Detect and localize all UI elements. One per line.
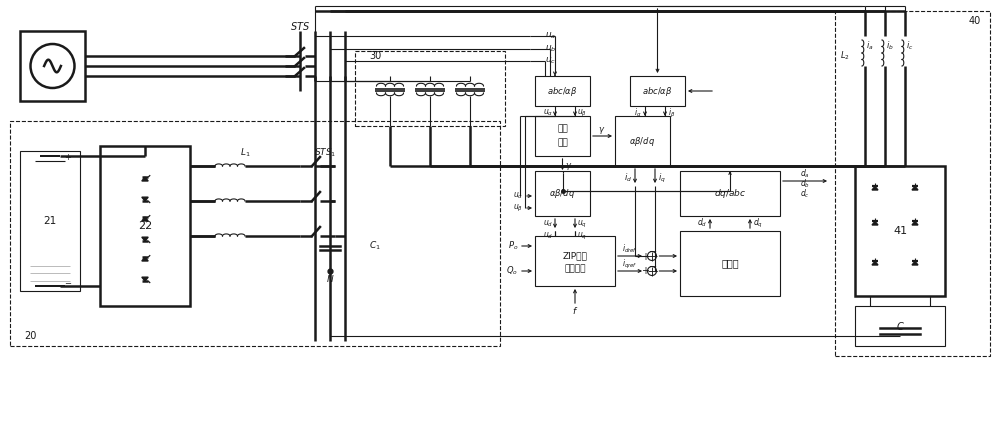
Text: $u_\beta$: $u_\beta$ (513, 202, 523, 213)
Bar (100, 146, 190, 306)
Text: −: − (64, 280, 72, 288)
Text: $d_a$: $d_a$ (800, 168, 810, 180)
Bar (680, 231, 780, 296)
Text: $-$: $-$ (648, 245, 657, 255)
Text: $\gamma$: $\gamma$ (565, 161, 573, 172)
Text: $d_q$: $d_q$ (753, 217, 763, 230)
Bar (855, 306, 945, 346)
Text: $u_d$: $u_d$ (543, 231, 553, 241)
Text: $u_a$: $u_a$ (545, 31, 556, 41)
Text: $u_q$: $u_q$ (577, 231, 587, 242)
Bar (535, 116, 590, 156)
Text: $d_d$: $d_d$ (697, 217, 707, 229)
Text: $L_2$: $L_2$ (840, 50, 850, 62)
Text: $STS$: $STS$ (290, 20, 310, 32)
Text: 22: 22 (138, 221, 152, 231)
Text: 负荷算法: 负荷算法 (564, 265, 586, 273)
Text: $abc/\alpha\beta$: $abc/\alpha\beta$ (642, 85, 673, 97)
Text: $f$: $f$ (572, 306, 578, 317)
Text: 相角: 相角 (557, 124, 568, 134)
Text: $i_{dref}$: $i_{dref}$ (622, 243, 638, 255)
Bar (835, 11, 990, 356)
Polygon shape (912, 262, 918, 265)
Text: 20: 20 (24, 331, 36, 341)
Text: $i_d$: $i_d$ (624, 172, 632, 184)
Bar (20, 151, 80, 291)
Polygon shape (142, 197, 148, 201)
Text: +: + (65, 153, 71, 162)
Text: $d_c$: $d_c$ (800, 188, 810, 200)
Text: $dq/abc$: $dq/abc$ (714, 187, 746, 200)
Text: $i_b$: $i_b$ (886, 40, 894, 52)
Bar (355, 51, 505, 126)
Text: $u_q$: $u_q$ (577, 218, 587, 230)
Text: $STS_1$: $STS_1$ (314, 147, 336, 159)
Text: $u_\alpha$: $u_\alpha$ (543, 108, 553, 118)
Polygon shape (872, 187, 878, 190)
Polygon shape (872, 262, 878, 265)
Polygon shape (912, 187, 918, 190)
Text: $u_c$: $u_c$ (545, 56, 556, 66)
Bar (855, 166, 945, 296)
Bar (10, 121, 500, 346)
Text: 21: 21 (43, 216, 57, 226)
Text: $u_b$: $u_b$ (545, 44, 556, 54)
Bar (680, 171, 780, 216)
Text: $+$: $+$ (641, 250, 651, 262)
Text: 检测: 检测 (557, 138, 568, 147)
Text: 控制器: 控制器 (721, 258, 739, 269)
Text: $i_a$: $i_a$ (866, 40, 874, 52)
Text: $L_1$: $L_1$ (240, 147, 250, 159)
Text: $u_\alpha$: $u_\alpha$ (513, 191, 523, 201)
Text: $P_o$: $P_o$ (508, 240, 518, 252)
Text: $C$: $C$ (896, 320, 904, 332)
Text: $u_d$: $u_d$ (543, 219, 553, 229)
Bar (535, 76, 590, 106)
Text: 41: 41 (893, 226, 907, 236)
Text: $\alpha\beta/dq$: $\alpha\beta/dq$ (629, 135, 656, 147)
Text: $\gamma$: $\gamma$ (598, 124, 606, 135)
Text: $C_1$: $C_1$ (369, 240, 381, 252)
Bar (630, 76, 685, 106)
Text: $u_\beta$: $u_\beta$ (577, 108, 587, 119)
Polygon shape (142, 177, 148, 181)
Text: 30: 30 (369, 51, 381, 61)
Bar (20, 31, 85, 101)
Text: $i_{qref}$: $i_{qref}$ (622, 258, 638, 270)
Polygon shape (912, 221, 918, 225)
Text: $d_b$: $d_b$ (800, 178, 810, 190)
Polygon shape (142, 217, 148, 221)
Text: $+$: $+$ (641, 265, 651, 277)
Text: $Q_o$: $Q_o$ (506, 265, 518, 277)
Polygon shape (142, 277, 148, 281)
Text: $i_q$: $i_q$ (658, 172, 666, 184)
Polygon shape (142, 237, 148, 241)
Polygon shape (142, 257, 148, 261)
Text: $\alpha\beta/dq$: $\alpha\beta/dq$ (549, 187, 576, 200)
Text: ZIP虚拟: ZIP虚拟 (563, 251, 587, 261)
Text: $-$: $-$ (648, 260, 657, 270)
Text: $i_\alpha$: $i_\alpha$ (634, 107, 642, 119)
Text: $N$: $N$ (326, 273, 334, 284)
Text: $i_\beta$: $i_\beta$ (668, 106, 676, 120)
Text: $i_c$: $i_c$ (906, 40, 914, 52)
Text: $abc/\alpha\beta$: $abc/\alpha\beta$ (547, 85, 578, 97)
Polygon shape (872, 221, 878, 225)
Bar (535, 236, 615, 286)
Bar (535, 171, 590, 216)
Bar (615, 116, 670, 166)
Text: 40: 40 (969, 16, 981, 26)
